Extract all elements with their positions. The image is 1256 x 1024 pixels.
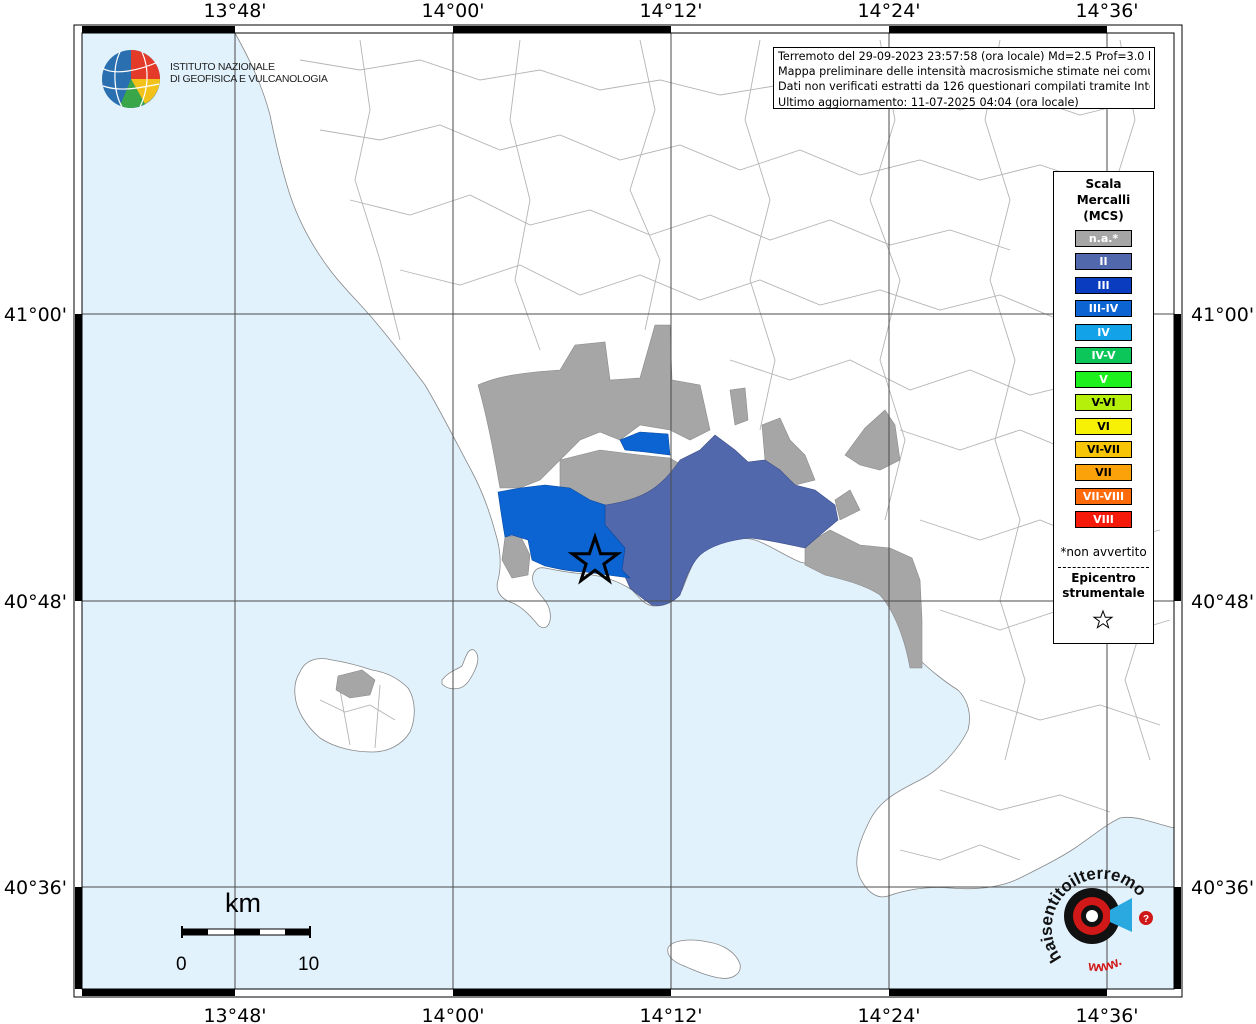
scale-bar-graphic: [181, 926, 311, 938]
star-icon: [1092, 609, 1114, 629]
lat-label: 41°00': [4, 304, 67, 326]
legend-swatches: n.a.* II III III-IV IV IV-V V V-VI VI VI…: [1075, 230, 1132, 535]
ischia-island: [294, 658, 415, 753]
scale-unit: km: [225, 888, 261, 918]
event-info-line: Dati non verificati estratti da 126 ques…: [778, 80, 1150, 94]
legend-swatch: V: [1075, 370, 1132, 388]
lon-label: 14°36': [1075, 0, 1138, 22]
lon-label: 14°00': [421, 1005, 484, 1024]
event-info-line: Terremoto del 29-09-2023 23:57:58 (ora l…: [778, 50, 1150, 63]
procida-island: [441, 649, 479, 690]
legend-swatch: IV: [1075, 323, 1132, 341]
capri-island: [667, 939, 741, 979]
legend-title-line2: Mercalli: [1076, 193, 1131, 207]
haisentitoilterremoto-logo: haisentitoilterremoto.it www. ?: [1030, 858, 1153, 975]
legend-swatch: V-VI: [1075, 394, 1132, 412]
scale-tick-end: 10: [298, 954, 320, 975]
legend-epicentre-line2: strumentale: [1062, 586, 1145, 600]
intensity-legend: Scala Mercalli (MCS) n.a.* II III III-IV…: [1053, 171, 1154, 644]
latitude-labels-left: 41°00' 40°48' 40°36': [4, 304, 67, 899]
legend-swatch: III-IV: [1075, 300, 1132, 318]
legend-divider: [1058, 567, 1149, 568]
globe-icon: [101, 50, 160, 108]
legend-swatch: VIII: [1075, 511, 1132, 529]
scale-tick-start: 0: [176, 954, 187, 975]
legend-swatch: VII-VIII: [1075, 487, 1132, 505]
epicentre-star-icon[interactable]: [567, 532, 623, 585]
hsit-prefix: www.: [1087, 953, 1125, 975]
ingv-name: ISTITUTO NAZIONALE DI GEOFISICA E VULCAN…: [170, 61, 328, 85]
lat-label: 40°36': [4, 877, 67, 899]
hsit-target-icon: ?: [1064, 888, 1153, 944]
legend-swatch: VII: [1075, 464, 1132, 482]
legend-title-line3: (MCS): [1083, 209, 1124, 223]
lon-label: 14°00': [421, 0, 484, 22]
longitude-labels-bottom: 13°48' 14°00' 14°12' 14°24' 14°36': [203, 1005, 1138, 1024]
legend-swatch: IV-V: [1075, 347, 1132, 365]
legend-title-line1: Scala: [1085, 177, 1122, 191]
legend-swatch: VI-VII: [1075, 440, 1132, 458]
legend-swatch: VI: [1075, 417, 1132, 435]
lon-label: 14°24': [857, 0, 920, 22]
legend-epicentre-label: Epicentro strumentale: [1054, 571, 1153, 601]
lon-label: 14°24': [857, 1005, 920, 1024]
event-info-line: Ultimo aggiornamento: 11-07-2025 04:04 (…: [778, 95, 1079, 109]
lon-label: 13°48': [203, 1005, 266, 1024]
legend-swatch: II: [1075, 253, 1132, 271]
svg-text:?: ?: [1143, 914, 1149, 925]
lat-label: 41°00': [1191, 304, 1254, 326]
event-info-box: Terremoto del 29-09-2023 23:57:58 (ora l…: [773, 47, 1155, 109]
lon-label: 14°36': [1075, 1005, 1138, 1024]
legend-note: *non avvertito: [1060, 545, 1147, 559]
legend-title: Scala Mercalli (MCS): [1054, 176, 1153, 224]
legend-epicentre-line1: Epicentro: [1071, 571, 1136, 585]
lat-label: 40°48': [1191, 591, 1254, 613]
intensity-ii-area: [604, 434, 839, 606]
longitude-labels-top: 13°48' 14°00' 14°12' 14°24' 14°36': [203, 0, 1138, 22]
lon-label: 14°12': [639, 1005, 702, 1024]
legend-swatch: n.a.*: [1075, 230, 1132, 247]
scale-bar: km 0 10: [170, 888, 330, 978]
svg-text:www.: www.: [1087, 953, 1125, 975]
ingv-name-line2: DI GEOFISICA E VULCANOLOGIA: [170, 73, 328, 85]
not-felt-areas: [335, 324, 923, 699]
legend-swatch: III: [1075, 276, 1132, 294]
lat-label: 40°36': [1191, 877, 1254, 899]
event-info-line: Mappa preliminare delle intensità macros…: [778, 65, 1150, 79]
ingv-logo: ISTITUTO NAZIONALE DI GEOFISICA E VULCAN…: [100, 48, 328, 110]
ingv-name-line1: ISTITUTO NAZIONALE: [170, 61, 275, 73]
lat-label: 40°48': [4, 591, 67, 613]
lon-label: 13°48': [203, 0, 266, 22]
latitude-labels-right: 41°00' 40°48' 40°36': [1191, 304, 1254, 899]
map-frame: [73, 24, 1183, 998]
lon-label: 14°12': [639, 0, 702, 22]
intensity-iii-iv-areas: [497, 431, 671, 579]
